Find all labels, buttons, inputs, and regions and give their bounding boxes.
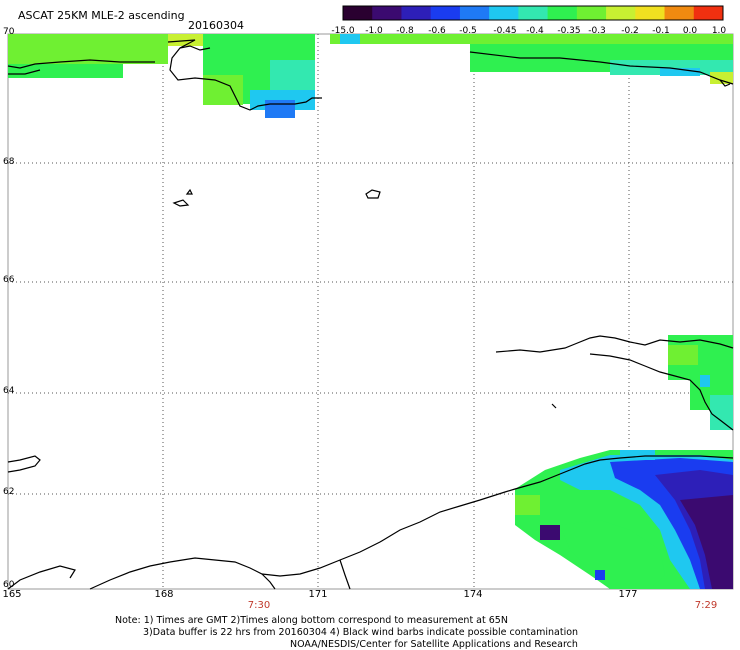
colorbar-tick-label: -0.4 xyxy=(526,26,544,36)
pass-time-label: 7:30 xyxy=(247,600,271,611)
wind-data-swath-mid-right xyxy=(668,335,733,430)
colorbar-segment xyxy=(430,6,461,20)
longitude-label: 177 xyxy=(618,589,638,600)
wind-data-swath-top-right xyxy=(330,34,733,84)
colorbar-tick-label: -1.0 xyxy=(365,26,383,36)
colorbar-tick-label: -0.8 xyxy=(396,26,414,36)
latitude-label: 68 xyxy=(3,157,15,167)
colorbar-segment xyxy=(606,6,636,20)
footnote-line-1: Note: 1) Times are GMT 2)Times along bot… xyxy=(115,615,508,626)
latitude-label: 70 xyxy=(3,27,15,37)
colorbar-segment xyxy=(489,6,519,20)
pass-time-label: 7:29 xyxy=(694,600,718,611)
coastline xyxy=(7,39,734,590)
colorbar-tick-label: -15.0 xyxy=(331,26,355,36)
longitude-label: 165 xyxy=(2,589,22,600)
footnote-credit: NOAA/NESDIS/Center for Satellite Applica… xyxy=(290,639,578,650)
colorbar-segment xyxy=(401,6,432,20)
map-date: 20160304 xyxy=(188,19,244,32)
latitude-label: 66 xyxy=(3,275,15,285)
colorbar-tick-label: -0.1 xyxy=(652,26,670,36)
longitude-label: 168 xyxy=(154,589,174,600)
longitude-label: 171 xyxy=(308,589,328,600)
latitude-label: 64 xyxy=(3,386,15,396)
colorbar-segment xyxy=(518,6,549,20)
colorbar-tick-label: -0.5 xyxy=(459,26,477,36)
colorbar-tick-label: -0.3 xyxy=(588,26,606,36)
colorbar-border xyxy=(342,5,724,21)
colorbar-segment xyxy=(343,6,373,20)
colorbar-segment xyxy=(693,6,724,20)
colorbar-tick-label: 0.0 xyxy=(682,26,698,36)
longitude-label: 174 xyxy=(463,589,483,600)
colorbar-tick-label: -0.6 xyxy=(428,26,446,36)
colorbar-segment xyxy=(372,6,402,20)
colorbar-segment xyxy=(576,6,607,20)
wind-data-swath-top-left xyxy=(8,34,315,118)
colorbar-segment xyxy=(459,6,490,20)
colorbar-segment xyxy=(547,6,578,20)
footnote-line-2: 3)Data buffer is 22 hrs from 20160304 4)… xyxy=(143,627,579,638)
colorbar-tick-label: -0.45 xyxy=(493,26,517,36)
colorbar-segment xyxy=(635,6,666,20)
colorbar-segment xyxy=(664,6,695,20)
colorbar-tick-label: 1.0 xyxy=(711,26,727,36)
latitude-label: 60 xyxy=(3,580,15,590)
wind-data-swath-bottom-right xyxy=(515,450,733,589)
colorbar xyxy=(342,5,724,21)
latitude-label: 62 xyxy=(3,487,15,497)
colorbar-tick-label: -0.2 xyxy=(621,26,639,36)
map-title: ASCAT 25KM MLE-2 ascending xyxy=(18,9,185,22)
colorbar-tick-label: -0.35 xyxy=(557,26,581,36)
